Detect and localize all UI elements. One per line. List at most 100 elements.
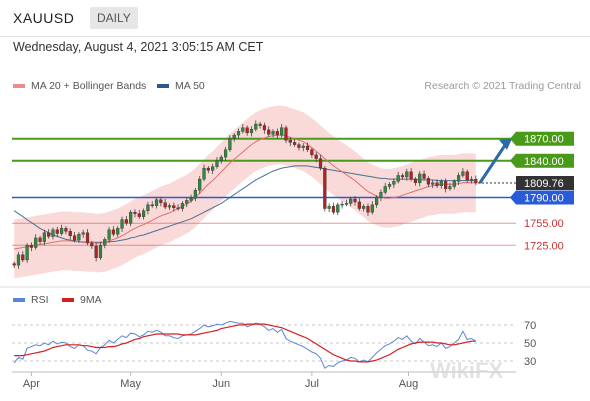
legend-9ma: 9MA bbox=[62, 294, 102, 306]
candle-body bbox=[172, 205, 176, 208]
candle-body bbox=[288, 140, 292, 143]
candle-body bbox=[396, 175, 400, 182]
legend-ma50-swatch bbox=[157, 84, 169, 89]
candle-body bbox=[383, 186, 387, 193]
rsi-tick-label: 70 bbox=[524, 320, 536, 332]
candle-body bbox=[439, 181, 443, 186]
legend-ma50: MA 50 bbox=[157, 80, 205, 92]
candle-body bbox=[167, 205, 172, 208]
x-tick-label: Apr bbox=[23, 378, 40, 390]
candle-body bbox=[461, 171, 465, 176]
level-label: 1755.00 bbox=[524, 218, 564, 230]
candle-body bbox=[314, 154, 318, 159]
candle-body bbox=[206, 167, 210, 171]
candle-body bbox=[72, 235, 77, 241]
watermark-text: WikiFX bbox=[430, 358, 503, 383]
legend-ma50-label: MA 50 bbox=[175, 80, 205, 92]
candle-body bbox=[413, 178, 418, 184]
candle-body bbox=[431, 182, 435, 185]
x-tick-label: May bbox=[120, 378, 141, 390]
candle-body bbox=[301, 145, 305, 148]
candle-body bbox=[81, 232, 85, 235]
candle-body bbox=[146, 204, 150, 211]
candle-body bbox=[284, 127, 288, 141]
candle-body bbox=[141, 210, 146, 217]
candle-body bbox=[262, 125, 267, 131]
candle-body bbox=[275, 131, 279, 136]
candle-body bbox=[392, 181, 396, 185]
candle-body bbox=[198, 178, 202, 191]
candle-body bbox=[344, 203, 349, 205]
ma20-line bbox=[14, 134, 476, 250]
projection-arrow-head bbox=[499, 138, 512, 150]
candle-body bbox=[435, 182, 439, 186]
candle-body bbox=[387, 184, 392, 187]
legend-ma20-swatch bbox=[13, 84, 25, 89]
candle-body bbox=[370, 204, 374, 213]
candle-body bbox=[47, 232, 51, 237]
candle-body bbox=[202, 167, 206, 180]
candle-body bbox=[159, 199, 163, 203]
candle-body bbox=[418, 173, 422, 184]
rsi-series-9MA bbox=[14, 323, 476, 363]
candle-body bbox=[245, 127, 249, 134]
level-box-1840.00 bbox=[516, 153, 574, 168]
candle-body bbox=[405, 171, 409, 178]
candle-body bbox=[189, 198, 193, 201]
candle-body bbox=[38, 237, 42, 242]
candle-body bbox=[349, 198, 353, 204]
candle-body bbox=[293, 142, 297, 145]
candle-body bbox=[241, 127, 245, 132]
candle-body bbox=[42, 232, 46, 242]
candle-body bbox=[353, 198, 357, 203]
candle-body bbox=[193, 189, 197, 199]
candle-body bbox=[305, 145, 310, 150]
candle-body bbox=[211, 166, 215, 171]
candle-body bbox=[310, 149, 314, 156]
level-box-1809.76 bbox=[516, 175, 574, 190]
candle-body bbox=[474, 178, 478, 184]
level-label: 1870.00 bbox=[524, 134, 564, 146]
candle-body bbox=[94, 245, 98, 258]
candle-body bbox=[422, 173, 426, 179]
candle-body bbox=[327, 206, 331, 209]
x-tick-label: Jul bbox=[305, 378, 319, 390]
rsi-series-RSI bbox=[13, 320, 477, 369]
candle-body bbox=[16, 254, 21, 266]
candle-body bbox=[77, 234, 81, 241]
candle-body bbox=[444, 181, 448, 189]
x-tick-label: Jun bbox=[212, 378, 230, 390]
candle-body bbox=[297, 144, 301, 148]
candle-body bbox=[163, 202, 167, 208]
candle-body bbox=[400, 175, 405, 178]
candle-body bbox=[98, 245, 103, 258]
candle-body bbox=[465, 171, 469, 181]
candle-body bbox=[129, 212, 133, 224]
candle-body bbox=[90, 242, 94, 247]
level-box-1870.00 bbox=[516, 131, 574, 146]
candle-body bbox=[374, 197, 379, 206]
chart-header: XAUUSD DAILY bbox=[0, 0, 590, 37]
candle-body bbox=[331, 206, 336, 213]
level-label: 1725.00 bbox=[524, 240, 564, 252]
legend-9ma-swatch bbox=[62, 298, 74, 303]
candle-body bbox=[29, 245, 34, 248]
candle-body bbox=[133, 212, 137, 214]
candle-body bbox=[12, 263, 16, 266]
level-label: 1790.00 bbox=[524, 193, 564, 205]
candle-body bbox=[223, 149, 228, 158]
level-pointer-1870.00 bbox=[510, 131, 516, 146]
candle-body bbox=[120, 219, 124, 229]
candle-body bbox=[232, 134, 236, 139]
level-label: 1840.00 bbox=[524, 156, 564, 168]
candle-body bbox=[111, 229, 116, 235]
candle-body bbox=[51, 229, 55, 237]
timeframe-badge[interactable]: DAILY bbox=[90, 7, 138, 29]
candle-body bbox=[267, 129, 271, 135]
symbol-label: XAUUSD bbox=[13, 10, 75, 26]
candle-body bbox=[137, 213, 141, 217]
candle-body bbox=[180, 203, 185, 209]
legend-rsi-label: RSI bbox=[31, 294, 49, 306]
candle-body bbox=[323, 167, 327, 209]
